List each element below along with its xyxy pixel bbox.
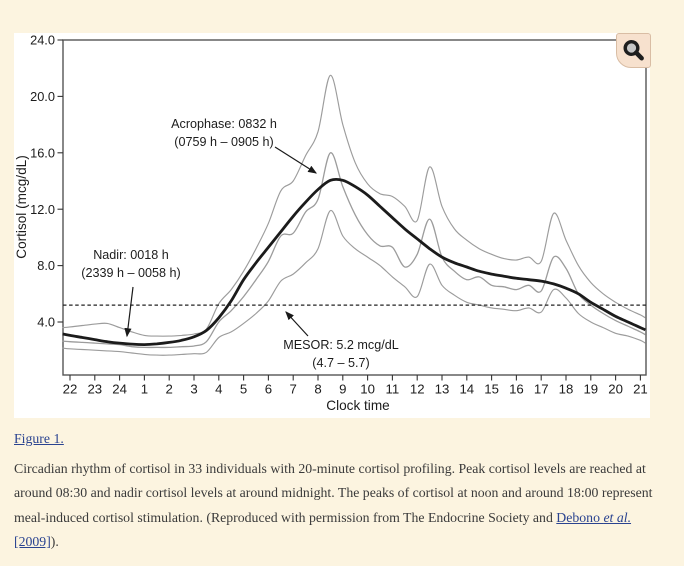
mesor-arrow: [285, 311, 309, 337]
x-tick-label: 11: [386, 382, 400, 397]
caption-text: Circadian rhythm of cortisol in 33 indiv…: [14, 461, 653, 525]
x-tick-label: 10: [360, 382, 375, 397]
x-tick-label: 23: [87, 382, 102, 397]
nadir-annotation-line2: (2339 h – 0058 h): [81, 266, 180, 280]
x-tick-label: 9: [339, 382, 346, 397]
x-tick-label: 13: [435, 382, 450, 397]
x-tick-label: 2: [166, 382, 173, 397]
x-tick-label: 5: [240, 382, 247, 397]
debono-reference-link[interactable]: Debono et al. [2009]: [14, 510, 631, 549]
mesor-annotation-line1: MESOR: 5.2 mcg/dL: [283, 338, 398, 352]
figure-caption: Circadian rhythm of cortisol in 33 indiv…: [14, 457, 674, 555]
x-tick-label: 21: [633, 382, 648, 397]
zoom-button[interactable]: [616, 33, 651, 68]
x-tick-label: 24: [112, 382, 127, 397]
plot-border: [62, 39, 647, 376]
cortisol-chart: 24.020.016.012.08.04.0 22 23 24 1 2 3 4 5 6 7 8 9 10…: [14, 33, 648, 413]
x-tick-label: 14: [459, 382, 474, 397]
y-tick-label: 24.0: [30, 33, 55, 48]
y-tick-label: 8.0: [37, 258, 55, 273]
x-tick-label: 15: [484, 382, 499, 397]
magnifier-icon: [623, 39, 644, 61]
x-tick-label: 7: [290, 382, 297, 397]
x-tick-label: 3: [190, 382, 197, 397]
acrophase-arrow: [274, 146, 318, 174]
reference-year: [2009]: [14, 534, 51, 550]
caption-closing: ).: [50, 534, 59, 550]
series-mean-profile: [62, 152, 646, 349]
reference-et-al: et al.: [603, 509, 632, 525]
series-cosinor-fit: [62, 177, 646, 346]
reference-author: Debono: [556, 509, 604, 525]
x-tick-label: 18: [559, 382, 574, 397]
curve-series: [62, 74, 646, 356]
y-tick-label: 16.0: [30, 145, 55, 160]
x-tick-label: 4: [215, 382, 222, 397]
figure-link[interactable]: Figure 1.: [14, 431, 64, 446]
nadir-annotation-line1: Nadir: 0018 h: [93, 248, 169, 262]
figure-image[interactable]: 24.0 20.0 16.0 12.0 8.0 4.0 22 23 24 1 2 3 4 5 6 7 8 9 10…: [14, 33, 651, 418]
y-tick-label: 12.0: [30, 202, 55, 217]
x-tick-label: 22: [63, 382, 78, 397]
y-axis-ticks: 24.0 20.0 16.0 12.0 8.0 4.0: [30, 33, 63, 330]
x-tick-label: 6: [265, 382, 272, 397]
x-tick-label: 8: [314, 382, 321, 397]
x-tick-label: 19: [583, 382, 598, 397]
x-axis-ticks: 22 23 24 1 2 3 4 5 6 7 8 9 10 11 12 13 14 15 16 17 18 19 20 21: [63, 375, 648, 397]
mesor-annotation-line2: (4.7 – 5.7): [312, 356, 369, 370]
acrophase-annotation-line2: (0759 h – 0905 h): [174, 135, 273, 149]
series-upper-bound: [62, 74, 646, 337]
y-tick-label: 4.0: [37, 315, 55, 330]
x-axis-label: Clock time: [326, 398, 389, 413]
acrophase-annotation-line1: Acrophase: 0832 h: [171, 117, 277, 131]
x-tick-label: 12: [410, 382, 425, 397]
series-lower-bound: [62, 210, 646, 356]
x-tick-label: 16: [509, 382, 524, 397]
nadir-arrow: [124, 286, 134, 338]
y-tick-label: 20.0: [30, 89, 55, 104]
x-tick-label: 1: [141, 382, 148, 397]
figure-caption-block: Figure 1. Circadian rhythm of cortisol i…: [14, 430, 674, 555]
x-tick-label: 20: [608, 382, 623, 397]
y-axis-label: Cortisol (mcg/dL): [14, 155, 29, 259]
x-tick-label: 17: [534, 382, 549, 397]
